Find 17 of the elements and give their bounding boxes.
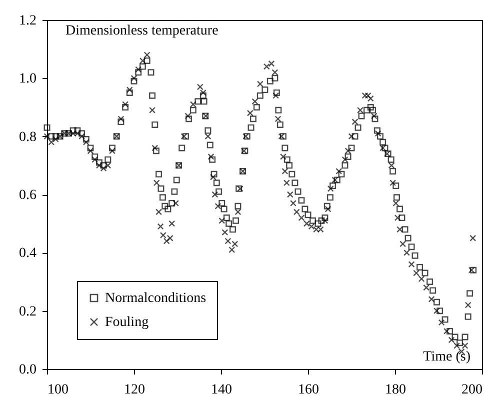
y-tick-label: 0.0 — [19, 362, 36, 378]
x-tick-label: 160 — [298, 382, 319, 398]
x-tick-label: 180 — [385, 382, 406, 398]
y-axis-title: Dimensionless temperature — [66, 24, 218, 38]
y-tick-label: 0.2 — [19, 304, 36, 320]
x-axis-title: Time (s) — [423, 350, 471, 364]
x-tick-label: 200 — [462, 382, 482, 398]
y-tick-label: 0.6 — [19, 188, 36, 203]
y-tick-label: 0.4 — [19, 246, 36, 262]
legend-label: Fouling — [105, 315, 149, 330]
y-tick-label: 0.8 — [19, 130, 36, 145]
x-tick-label: 100 — [48, 382, 68, 398]
y-tick-label: 1.0 — [19, 72, 36, 87]
y-tick-label: 1.2 — [19, 14, 36, 28]
legend-label: Normalconditions — [105, 291, 206, 306]
x-tick-label: 120 — [124, 382, 145, 398]
x-tick-label: 140 — [211, 382, 232, 398]
